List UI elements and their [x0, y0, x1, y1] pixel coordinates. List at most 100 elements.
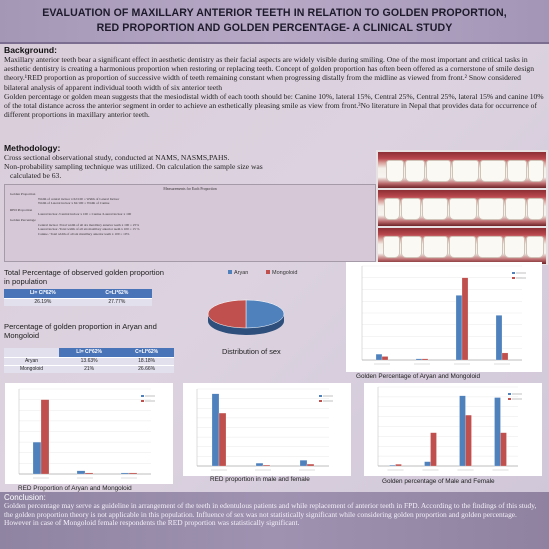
group-percentage-table: LI= CI*62% C=LI*62% Aryan 13.63% 18.18% … [4, 348, 174, 373]
teeth-photo-1 [378, 152, 546, 188]
bar [255, 463, 264, 467]
group-col-2: C=LI*62% [119, 348, 174, 357]
gpc-formula-1: Central incisor /Total width of all six … [38, 222, 140, 227]
gp-group-svg [361, 265, 526, 365]
legend-swatch [512, 277, 515, 279]
bar [84, 472, 94, 475]
bar [299, 460, 308, 467]
group-corner-cell [4, 348, 59, 357]
total-val-1: 26.19% [4, 297, 82, 306]
legend-label: Mongoloid [272, 270, 297, 276]
bar [306, 463, 315, 467]
measurements-title: Measurements for Each Proportion [163, 187, 217, 191]
group-row-value: 18.18% [119, 356, 174, 365]
gp-sex-svg [377, 386, 522, 471]
bar [455, 295, 463, 361]
bar [501, 352, 509, 361]
pie-svg: Aryan Mongoloid [207, 270, 297, 335]
bar [76, 470, 86, 475]
title-line-1: EVALUATION OF MAXILLARY ANTERIOR TEETH I… [42, 7, 507, 19]
bar [461, 277, 469, 361]
group-col-1: LI= CI*62% [58, 348, 120, 357]
conclusion-text: Golden percentage may serve as guideline… [4, 501, 537, 528]
red-group-svg [18, 388, 155, 479]
bar [40, 399, 50, 475]
group-row-value: 26.66% [119, 364, 174, 373]
methodology-line-1: Cross sectional observational study, con… [4, 153, 230, 162]
red-sex-caption: RED proportion in male and female [210, 476, 310, 483]
conclusion-heading: Conclusion: [4, 493, 46, 502]
legend-swatch [508, 393, 511, 395]
gp-group-caption: Golden Percentage of Aryan and Mongoloid [356, 373, 480, 380]
total-percentage-table: LI= CI*62% C=LI*62% 26.19% 27.77% [4, 289, 152, 306]
red-proportion-sex-chart [183, 383, 351, 476]
methodology-heading: Methodology: [4, 143, 61, 153]
golden-percentage-heading: Golden Percentage [10, 218, 36, 223]
bar [128, 472, 138, 475]
teeth-photos-panel [376, 150, 548, 265]
background-heading: Background: [4, 45, 57, 55]
bar [389, 465, 396, 467]
bar [120, 472, 130, 475]
legend-swatch [512, 272, 515, 274]
golden-percentage-group-chart [346, 262, 542, 372]
red-group-caption: RED Proportion of Aryan and Mongoloid [18, 485, 132, 492]
background-paragraph-2: Golden percentage or golden mean suggest… [4, 91, 544, 120]
background-paragraph-1: Maxillary anterior teeth bear a signific… [4, 55, 534, 92]
group-row-value: 21% [58, 364, 120, 373]
methodology-line-3: calculated be 63. [10, 171, 62, 181]
legend-swatch [319, 400, 322, 402]
table-row: Aryan 13.63% 18.18% [4, 356, 174, 365]
legend-swatch [266, 270, 270, 274]
legend-label: Aryan [234, 270, 248, 276]
table-row: Mongoloid 21% 26.66% [4, 364, 174, 373]
group-row-label: Aryan [4, 356, 59, 365]
bar [381, 356, 389, 361]
poster-header: EVALUATION OF MAXILLARY ANTERIOR TEETH I… [0, 0, 549, 44]
legend-swatch [319, 395, 322, 397]
bar [218, 412, 227, 467]
bar [32, 442, 42, 475]
measurements-box: Measurements for Each Proportion Golden … [4, 184, 376, 262]
legend-swatch [508, 398, 511, 400]
methodology-section: Methodology: Cross sectional observation… [4, 143, 384, 181]
methodology-line-2: Non-probability sampling technique was u… [4, 162, 263, 172]
group-percentage-heading: Percentage of golden proportion in Aryan… [4, 322, 157, 340]
gp-formula-2: Width of Lateral incisor x 62/100 = Widt… [38, 201, 110, 206]
bar [494, 397, 501, 467]
pie-slice [245, 299, 285, 329]
bar [415, 358, 423, 361]
total-percentage-heading: Total Percentage of observed golden prop… [4, 268, 164, 286]
poster-title: EVALUATION OF MAXILLARY ANTERIOR TEETH I… [42, 6, 507, 36]
gp-sex-caption: Golden percentage of Male and Female [382, 478, 495, 485]
legend-swatch [228, 270, 232, 274]
conclusion-section: Conclusion: Golden percentage may serve … [0, 492, 549, 549]
pie-caption: Distribution of sex [222, 347, 281, 356]
pie-slice [207, 299, 247, 329]
red-proportion-heading: RED Proportion [10, 207, 33, 212]
bar [421, 358, 429, 361]
teeth-photo-2 [378, 190, 546, 226]
golden-percentage-sex-chart [364, 383, 542, 476]
bar [211, 393, 220, 467]
gpc-formula-2: Lateral incisor /Total width of all six … [38, 227, 140, 232]
red-proportion-group-chart [5, 383, 173, 484]
sex-distribution-pie-chart: Aryan Mongoloid [196, 268, 338, 346]
bar [424, 461, 431, 467]
group-row-label: Mongoloid [4, 364, 59, 373]
gpc-formula-3: Canine / Total width of all six maxillar… [38, 231, 130, 236]
legend-swatch [141, 400, 144, 402]
golden-proportion-heading: Golden Proportion [10, 192, 36, 197]
bar [375, 354, 383, 361]
total-col-2: C=LI*62% [81, 289, 152, 298]
gp-formula-1: Width of central incisor x 62/100 = Widt… [38, 196, 120, 201]
bar [500, 432, 507, 467]
red-sex-svg [196, 388, 333, 471]
group-row-value: 13.63% [58, 356, 120, 365]
red-formula: Lateral incisor /Central incisor x 100 =… [38, 212, 132, 217]
legend-swatch [141, 395, 144, 397]
title-line-2: RED PROPORTION AND GOLDEN PERCENTAGE- A … [96, 22, 453, 34]
bar [395, 464, 402, 467]
teeth-photo-3 [378, 228, 546, 264]
bar [495, 315, 503, 361]
